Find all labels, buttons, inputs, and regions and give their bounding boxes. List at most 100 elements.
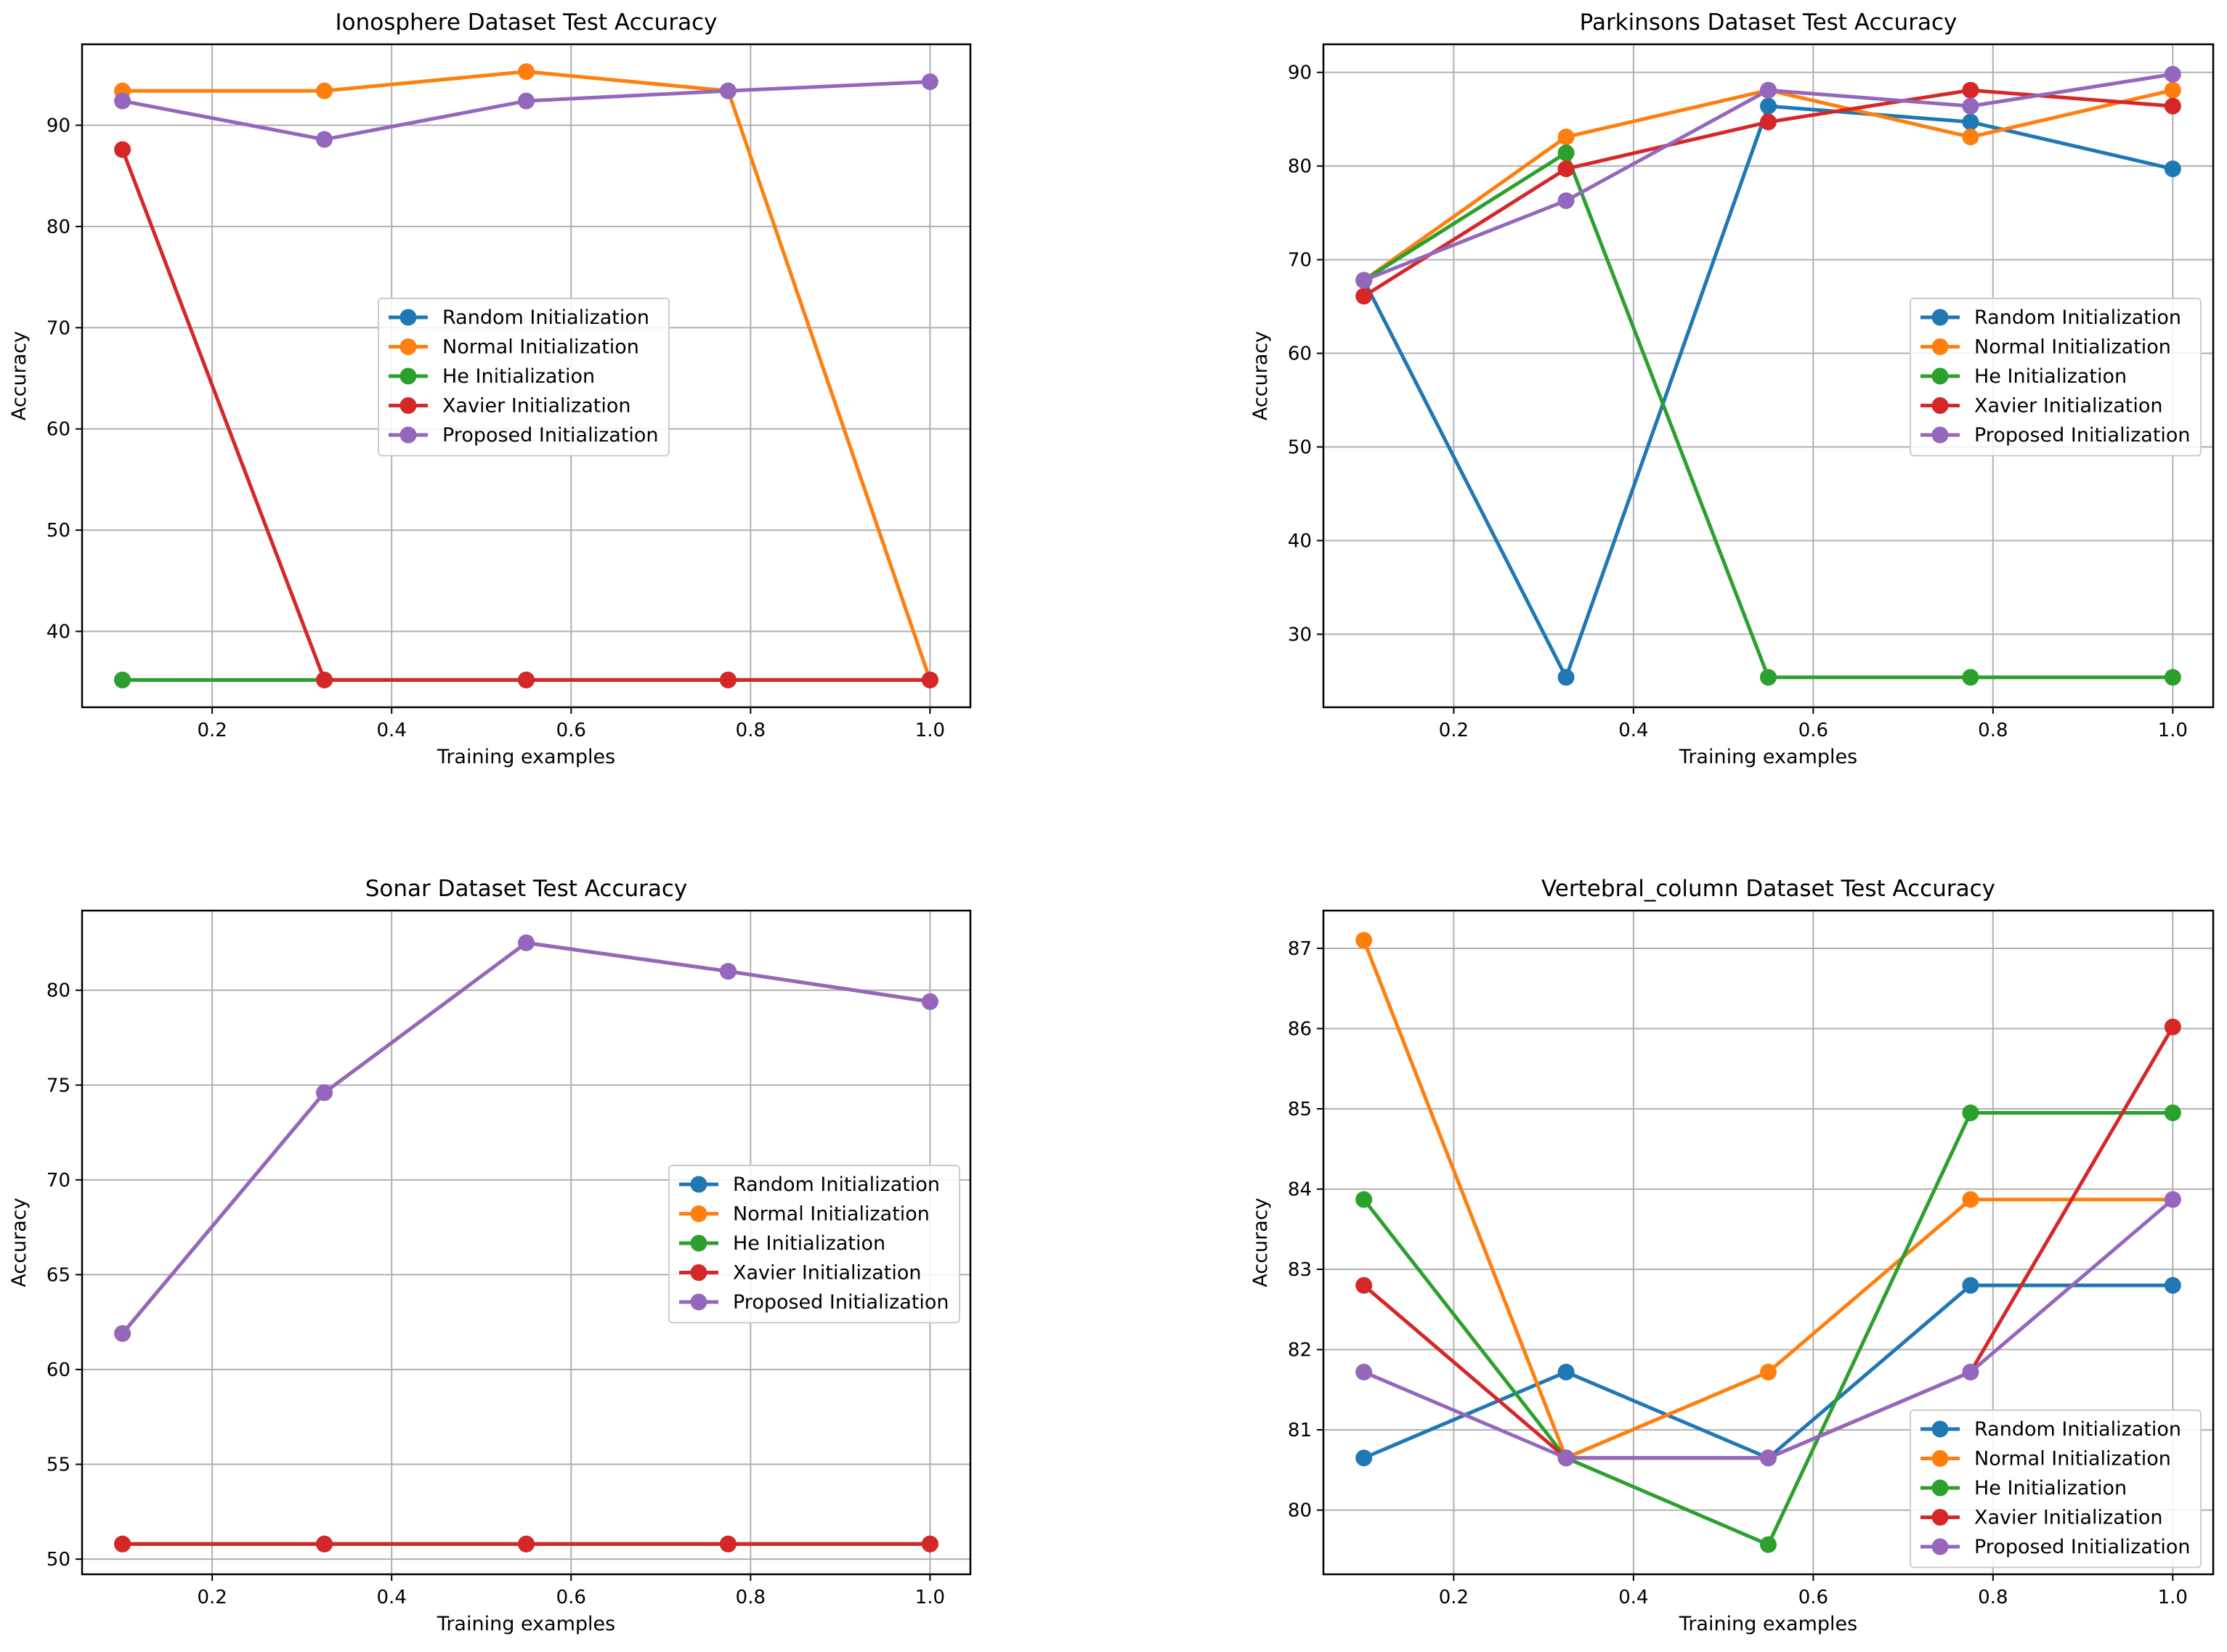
chart-title: Ionosphere Dataset Test Accuracy (336, 9, 718, 36)
chart-panel-3: 0.2 0.4 0.6 0.8 1.0 50 55 60 65 70 75 80 Sonar Datas… (8, 876, 972, 1635)
data-point-he (1962, 669, 1979, 686)
data-point-proposed (921, 993, 938, 1010)
y-axis-label: Accuracy (1249, 331, 1272, 420)
data-point-xavier (518, 1535, 535, 1553)
y-tick-label: 86 (1288, 1018, 1312, 1040)
data-point-random (2164, 1277, 2181, 1294)
data-point-xavier (1355, 1277, 1373, 1294)
y-tick-label: 84 (1288, 1179, 1312, 1201)
data-point-proposed (1760, 81, 1777, 99)
legend-marker-he (399, 367, 417, 385)
legend-label-he: He Initialization (1974, 1477, 2127, 1500)
legend-label-xavier: Xavier Initialization (1974, 1507, 2162, 1529)
x-tick-label: 0.2 (1439, 1587, 1469, 1608)
data-point-normal (1355, 932, 1373, 949)
legend-label-normal: Normal Initialization (1974, 336, 2171, 359)
data-point-proposed (114, 1325, 131, 1342)
data-point-he (1760, 1536, 1777, 1553)
legend-marker-he (1931, 1479, 1949, 1497)
data-point-xavier (921, 671, 938, 688)
legend: Random Initialization Normal Initializati… (668, 1165, 960, 1324)
data-point-random (1355, 1449, 1373, 1467)
axes-frame (81, 43, 972, 709)
x-axis-label: Training examples (1679, 1613, 1857, 1635)
y-tick-label: 83 (1288, 1259, 1312, 1281)
data-point-proposed (1760, 1449, 1777, 1467)
x-axis-label: Training examples (437, 1613, 615, 1635)
x-tick-label: 0.8 (1978, 720, 2008, 741)
legend-marker-proposed (399, 426, 417, 444)
data-point-proposed (1355, 272, 1373, 289)
legend-label-random: Random Initialization (1974, 306, 2181, 329)
legend-box (378, 298, 670, 457)
data-point-xavier (719, 671, 737, 688)
data-point-random (1760, 97, 1777, 115)
data-point-he (1355, 1191, 1373, 1208)
data-point-he (2164, 1104, 2181, 1122)
legend-label-random: Random Initialization (733, 1173, 940, 1196)
data-point-xavier (1557, 160, 1575, 178)
data-point-proposed (921, 73, 938, 91)
data-point-xavier (114, 141, 131, 158)
x-tick-label: 1.0 (2158, 1587, 2188, 1608)
legend-marker-xavier (1931, 397, 1949, 414)
legend-label-random: Random Initialization (1974, 1418, 2181, 1441)
legend-box (668, 1165, 960, 1324)
data-point-random (1962, 1277, 1979, 1294)
data-point-xavier (1355, 288, 1373, 305)
y-tick-label: 75 (46, 1075, 70, 1096)
legend-label-normal: Normal Initialization (1974, 1448, 2171, 1470)
y-axis-label: Accuracy (1249, 1197, 1272, 1287)
x-axis-label: Training examples (437, 746, 615, 768)
data-point-proposed (1355, 1363, 1373, 1380)
x-tick-label: 1.0 (915, 1587, 945, 1608)
y-tick-label: 30 (1288, 624, 1312, 646)
x-tick-label: 0.8 (736, 720, 766, 741)
data-point-xavier (316, 671, 333, 688)
data-point-xavier (921, 1535, 938, 1553)
data-point-xavier (719, 1535, 737, 1553)
legend-marker-proposed (1931, 426, 1949, 444)
legend-marker-proposed (690, 1293, 707, 1311)
data-point-proposed (719, 82, 737, 99)
chart-title: Sonar Dataset Test Accuracy (365, 876, 688, 902)
y-tick-label: 50 (1288, 437, 1312, 459)
data-point-normal (1557, 129, 1575, 146)
data-point-random (1962, 113, 1979, 131)
data-point-proposed (114, 92, 131, 110)
axes-frame (1322, 43, 2215, 709)
y-tick-label: 60 (46, 419, 70, 441)
legend-label-proposed: Proposed Initialization (1974, 424, 2191, 447)
legend: Random Initialization Normal Initializati… (378, 298, 670, 457)
y-tick-label: 80 (46, 980, 70, 1002)
y-tick-label: 80 (46, 216, 70, 238)
legend-marker-normal (1931, 338, 1949, 355)
data-point-proposed (719, 963, 737, 980)
data-point-xavier (114, 1535, 131, 1553)
legend-marker-xavier (690, 1264, 707, 1281)
data-point-proposed (1962, 1363, 1979, 1380)
legend-label-he: He Initialization (1974, 365, 2127, 388)
legend-marker-random (690, 1176, 707, 1193)
legend-marker-random (1931, 309, 1949, 326)
legend-label-xavier: Xavier Initialization (442, 395, 630, 418)
legend-label-proposed: Proposed Initialization (733, 1291, 949, 1314)
x-tick-label: 0.4 (1618, 720, 1648, 741)
legend-marker-random (1931, 1420, 1949, 1438)
data-point-random (2164, 160, 2181, 178)
chart-panel-2: 0.2 0.4 0.6 0.8 1.0 30 40 50 60 70 80 90 Parkinsons … (1249, 9, 2215, 768)
y-tick-label: 90 (46, 115, 70, 137)
x-tick-label: 0.6 (556, 1587, 586, 1608)
x-tick-label: 0.2 (197, 1587, 227, 1608)
data-point-he (1760, 669, 1777, 686)
y-axis-label: Accuracy (8, 1197, 31, 1287)
legend-marker-normal (1931, 1450, 1949, 1467)
data-point-he (1557, 145, 1575, 162)
legend-marker-normal (399, 338, 417, 355)
chart-title: Vertebral_column Dataset Test Accuracy (1541, 876, 1995, 902)
legend-label-random: Random Initialization (442, 306, 649, 329)
data-point-proposed (2164, 65, 2181, 83)
x-tick-label: 0.4 (1618, 1587, 1648, 1608)
chart-title: Parkinsons Dataset Test Accuracy (1580, 9, 1958, 36)
